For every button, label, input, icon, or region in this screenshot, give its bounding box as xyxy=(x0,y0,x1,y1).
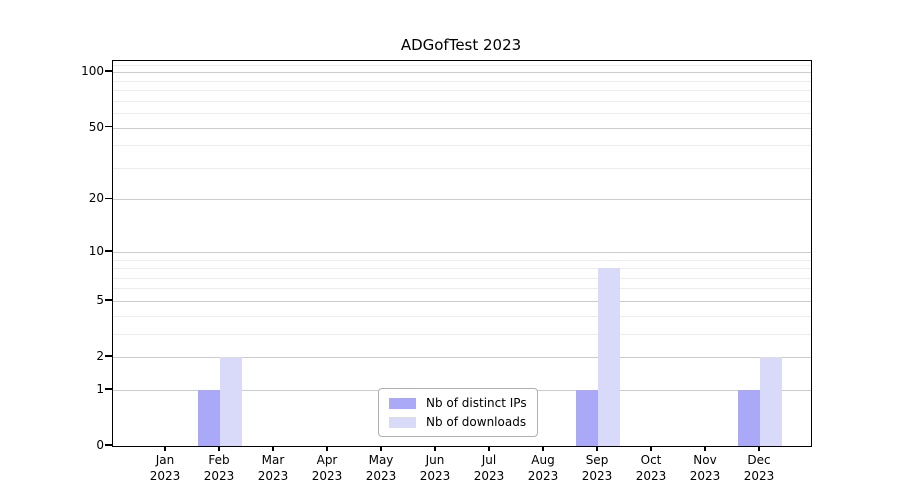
y-tick-label: 100 xyxy=(81,64,104,79)
legend-entry-downloads: Nb of downloads xyxy=(389,415,527,429)
minor-gridline xyxy=(113,288,811,290)
y-tick-mark xyxy=(105,444,112,446)
x-tick-mark xyxy=(164,446,166,451)
x-tick-label-aug: Aug 2023 xyxy=(527,453,559,483)
x-tick-label-jan: Jan 2023 xyxy=(149,453,181,483)
x-tick-mark xyxy=(218,446,220,451)
minor-gridline xyxy=(113,277,811,279)
minor-gridline xyxy=(113,100,811,102)
x-tick-label-dec: Dec 2023 xyxy=(743,453,775,483)
x-tick-mark xyxy=(596,446,598,451)
chart-title: ADGofTest 2023 xyxy=(400,36,522,54)
y-tick-mark xyxy=(105,355,112,357)
x-tick-mark xyxy=(542,446,544,451)
bar-sep-distinct-ips xyxy=(576,389,598,446)
major-gridline xyxy=(113,127,811,129)
x-tick-mark xyxy=(758,446,760,451)
minor-gridline xyxy=(113,268,811,269)
major-gridline xyxy=(113,300,811,302)
major-gridline xyxy=(113,251,811,253)
minor-gridline xyxy=(113,113,811,114)
legend-label-distinct-ips: Nb of distinct IPs xyxy=(426,396,527,410)
bar-sep-downloads xyxy=(598,268,620,446)
y-tick-mark xyxy=(105,125,112,128)
y-tick-label: 1 xyxy=(96,381,104,396)
legend-swatch-distinct-ips-icon xyxy=(389,397,416,409)
y-tick-mark xyxy=(105,70,112,72)
x-tick-mark xyxy=(326,446,328,451)
x-tick-label-apr: Apr 2023 xyxy=(311,453,343,483)
x-tick-label-oct: Oct 2023 xyxy=(635,453,667,483)
x-tick-label-nov: Nov 2023 xyxy=(689,453,721,483)
minor-gridline xyxy=(113,315,811,317)
y-tick-label: 5 xyxy=(96,292,104,307)
x-tick-label-mar: Mar 2023 xyxy=(257,453,289,483)
x-tick-mark xyxy=(488,446,490,451)
bar-feb-downloads xyxy=(220,357,242,446)
minor-gridline xyxy=(113,259,811,261)
x-tick-label-jun: Jun 2023 xyxy=(419,453,451,483)
legend-entry-distinct-ips: Nb of distinct IPs xyxy=(389,396,527,410)
x-tick-mark xyxy=(650,446,652,451)
y-tick-label: 50 xyxy=(88,119,104,134)
y-tick-mark xyxy=(105,299,112,301)
major-gridline xyxy=(113,72,811,74)
y-tick-label: 10 xyxy=(88,243,104,258)
minor-gridline xyxy=(113,90,811,91)
bar-dec-distinct-ips xyxy=(738,389,760,446)
legend: Nb of distinct IPs Nb of downloads xyxy=(378,388,538,437)
x-tick-mark xyxy=(272,446,274,451)
x-tick-mark xyxy=(380,446,382,451)
minor-gridline xyxy=(113,80,811,82)
legend-swatch-downloads-icon xyxy=(389,416,416,428)
legend-label-downloads: Nb of downloads xyxy=(426,415,527,429)
x-tick-label-sep: Sep 2023 xyxy=(581,453,613,483)
x-tick-label-may: May 2023 xyxy=(365,453,397,483)
bar-feb-distinct-ips xyxy=(198,389,220,446)
minor-gridline xyxy=(113,145,811,147)
major-gridline xyxy=(113,357,811,358)
major-gridline xyxy=(113,199,811,201)
x-tick-mark xyxy=(434,446,436,451)
x-tick-mark xyxy=(704,446,706,451)
minor-gridline xyxy=(113,333,811,335)
minor-gridline xyxy=(113,167,811,169)
y-tick-label: 20 xyxy=(88,191,104,206)
plot-area xyxy=(112,60,812,447)
y-tick-mark xyxy=(105,197,112,200)
minor-gridline xyxy=(113,64,811,66)
x-tick-label-feb: Feb 2023 xyxy=(203,453,235,483)
bar-dec-downloads xyxy=(760,357,782,446)
y-tick-mark xyxy=(105,250,112,252)
y-tick-label: 2 xyxy=(96,349,104,363)
x-tick-label-jul: Jul 2023 xyxy=(473,453,505,483)
y-tick-label: 0 xyxy=(96,438,104,452)
y-tick-mark xyxy=(105,388,112,390)
